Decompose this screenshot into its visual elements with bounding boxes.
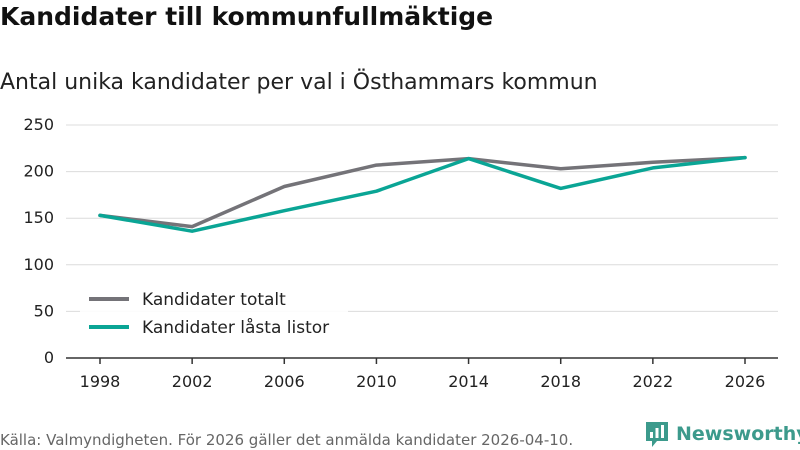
x-tick-label: 2006	[264, 372, 305, 391]
y-tick-label: 100	[23, 255, 54, 274]
legend-label: Kandidater låsta listor	[142, 317, 329, 338]
brand-name: Newsworthy	[676, 423, 800, 445]
source-note: Källa: Valmyndigheten. För 2026 gäller d…	[0, 431, 574, 449]
brand-logo: Newsworthy	[644, 420, 800, 448]
x-tick-label: 2014	[448, 372, 489, 391]
x-tick-label: 2018	[540, 372, 581, 391]
y-tick-label: 250	[23, 115, 54, 134]
chart-subtitle: Antal unika kandidater per val i Östhamm…	[0, 70, 598, 95]
x-tick-label: 2002	[172, 372, 213, 391]
x-tick-label: 2022	[632, 372, 673, 391]
x-tick-label: 1998	[80, 372, 121, 391]
y-tick-label: 200	[23, 162, 54, 181]
series-line-totalt	[98, 155, 747, 229]
legend-background	[80, 284, 348, 344]
x-tick-label: 2010	[356, 372, 397, 391]
chart-title: Kandidater till kommunfullmäktige	[0, 2, 494, 31]
series-line-lasta	[98, 155, 747, 233]
y-tick-label: 0	[44, 348, 54, 367]
y-tick-label: 150	[23, 208, 54, 227]
x-tick-label: 2026	[725, 372, 766, 391]
legend-label: Kandidater totalt	[142, 290, 286, 310]
bar-chart-icon	[646, 422, 668, 447]
y-tick-label: 50	[34, 301, 54, 320]
